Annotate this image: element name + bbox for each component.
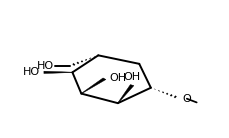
- Polygon shape: [44, 71, 72, 74]
- Text: OH: OH: [109, 73, 125, 83]
- Text: OH: OH: [123, 72, 140, 82]
- Polygon shape: [81, 78, 106, 94]
- Polygon shape: [117, 85, 133, 103]
- Text: O: O: [182, 94, 191, 104]
- Text: HO: HO: [36, 61, 54, 71]
- Text: HO: HO: [23, 67, 40, 77]
